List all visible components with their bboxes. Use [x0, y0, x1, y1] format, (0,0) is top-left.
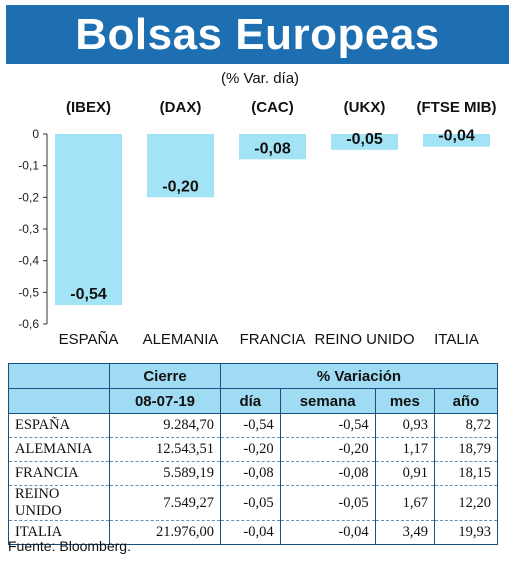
row-ano: 18,79 — [434, 437, 498, 462]
header-cierre: Cierre — [109, 363, 221, 389]
row-ano: 19,93 — [434, 520, 498, 545]
bar — [239, 134, 306, 160]
bar — [423, 134, 490, 147]
y-tick-label: -0,6 — [18, 317, 39, 331]
y-tick-label: -0,3 — [18, 222, 39, 236]
bar — [331, 134, 398, 150]
source-note: Fuente: Bloomberg. — [8, 538, 131, 554]
table-sub-header-row: 08-07-19 día semana mes año — [8, 388, 498, 414]
table-row: ITALIA 21.976,00 -0,04 -0,04 3,49 19,93 — [8, 520, 498, 545]
row-dia: -0,20 — [220, 437, 281, 462]
row-mes: 0,93 — [374, 413, 436, 438]
header-semana: semana — [279, 388, 376, 414]
y-tick-label: 0 — [32, 127, 39, 141]
index-label: (CAC) — [251, 99, 294, 116]
row-ano: 8,72 — [434, 413, 498, 438]
row-semana: -0,20 — [279, 437, 376, 462]
row-semana: -0,08 — [279, 461, 376, 486]
row-cierre: 9.284,70 — [109, 413, 221, 438]
row-mes: 0,91 — [374, 461, 436, 486]
row-cierre: 5.589,19 — [109, 461, 221, 486]
row-dia: -0,54 — [220, 413, 281, 438]
market-table: Cierre % Variación 08-07-19 día semana m… — [8, 363, 498, 545]
header-dia: día — [220, 388, 281, 414]
bar — [147, 134, 214, 198]
table-group-header-row: Cierre % Variación — [8, 363, 498, 389]
row-semana: -0,54 — [279, 413, 376, 438]
category-label: REINO UNIDO — [314, 331, 414, 348]
row-name: ALEMANIA — [8, 437, 110, 462]
bar-chart: 0 -0,1 -0,2 -0,3 -0,4 -0,5 -0,6 (IBEX) -0,54 ESPA… — [18, 99, 497, 348]
row-semana: -0,04 — [279, 520, 376, 545]
header-date: 08-07-19 — [109, 388, 221, 414]
row-ano: 12,20 — [434, 485, 498, 521]
chart-subtitle: (% Var. día) — [220, 70, 300, 87]
table-row: ALEMANIA 12.543,51 -0,20 -0,20 1,17 18,7… — [8, 437, 498, 462]
chart-title: Bolsas Europeas — [75, 9, 440, 59]
index-label: (IBEX) — [66, 99, 111, 116]
header-ano: año — [434, 388, 498, 414]
header-variacion: % Variación — [220, 363, 498, 389]
y-tick-label: -0,5 — [18, 285, 39, 299]
data-label: -0,54 — [70, 286, 107, 303]
row-name: REINO UNIDO — [8, 485, 110, 521]
row-mes: 3,49 — [374, 520, 436, 545]
header-blank — [8, 363, 110, 389]
y-tick-label: -0,4 — [18, 254, 39, 268]
row-mes: 1,67 — [374, 485, 436, 521]
row-dia: -0,05 — [220, 485, 281, 521]
row-name: ESPAÑA — [8, 413, 110, 438]
row-name: FRANCIA — [8, 461, 110, 486]
row-ano: 18,15 — [434, 461, 498, 486]
table-row: REINO UNIDO 7.549,27 -0,05 -0,05 1,67 12… — [8, 485, 498, 521]
index-label: (FTSE MIB) — [417, 99, 497, 116]
data-label: -0,05 — [346, 131, 383, 148]
index-label: (DAX) — [160, 99, 202, 116]
row-dia: -0,04 — [220, 520, 281, 545]
table-row: FRANCIA 5.589,19 -0,08 -0,08 0,91 18,15 — [8, 461, 498, 486]
category-label: ALEMANIA — [143, 331, 219, 348]
row-cierre: 7.549,27 — [109, 485, 221, 521]
header-mes: mes — [374, 388, 436, 414]
y-tick-label: -0,1 — [18, 159, 39, 173]
category-label: ITALIA — [434, 331, 479, 348]
y-tick-label: -0,2 — [18, 190, 39, 204]
data-label: -0,20 — [162, 178, 199, 195]
category-label: FRANCIA — [240, 331, 306, 348]
index-label: (UKX) — [344, 99, 386, 116]
data-label: -0,08 — [254, 140, 291, 157]
category-label: ESPAÑA — [59, 331, 119, 348]
row-cierre: 12.543,51 — [109, 437, 221, 462]
title-banner: Bolsas Europeas — [6, 5, 509, 64]
table-row: ESPAÑA 9.284,70 -0,54 -0,54 0,93 8,72 — [8, 413, 498, 438]
row-dia: -0,08 — [220, 461, 281, 486]
row-semana: -0,05 — [279, 485, 376, 521]
data-label: -0,04 — [438, 128, 475, 145]
row-cierre: 21.976,00 — [109, 520, 221, 545]
bar — [55, 134, 122, 305]
header-blank-2 — [8, 388, 110, 414]
row-mes: 1,17 — [374, 437, 436, 462]
